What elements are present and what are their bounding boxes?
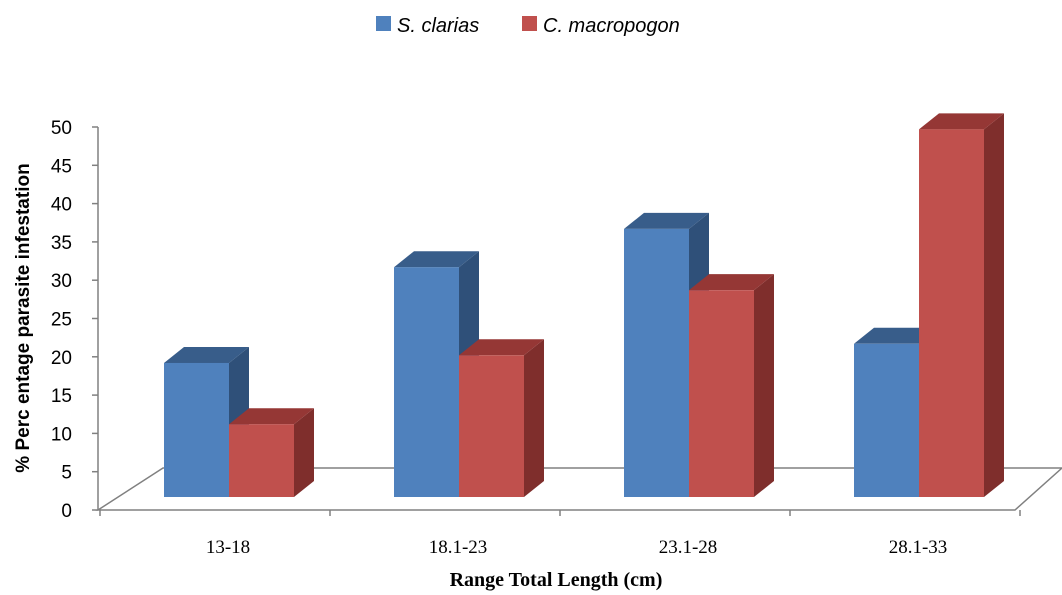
x-axis-title: Range Total Length (cm) (450, 569, 663, 591)
bar-c-macropogon-18-1-23 (459, 339, 544, 497)
bar-c-macropogon-23-1-28 (689, 274, 774, 497)
legend-label-c-macropogon: C. macropogon (543, 15, 680, 37)
floor-plane (95, 467, 1062, 511)
bar-side (294, 408, 314, 497)
bar-top (854, 327, 939, 344)
bar-top (459, 339, 544, 356)
legend-label-s-clarias: S. clarias (397, 15, 479, 37)
bar-top (229, 408, 314, 425)
bar-c-macropogon-13-18 (229, 408, 314, 497)
y-tick-label: 25 (51, 310, 72, 331)
y-tick-label: 30 (51, 271, 72, 292)
bar-front (164, 362, 229, 497)
bar-front (459, 355, 524, 497)
bar-top (394, 251, 479, 268)
x-tick-label: 13-18 (206, 537, 250, 558)
bar-side (984, 113, 1004, 497)
y-tick-label: 0 (61, 501, 72, 522)
y-tick-label: 15 (51, 386, 72, 407)
bar-front (689, 290, 754, 497)
bar-front (919, 129, 984, 497)
y-tick-label: 45 (51, 156, 72, 177)
bars (164, 113, 1004, 497)
bar-front (229, 424, 294, 497)
y-axis-title: % Perc entage parasite infestation (13, 163, 34, 472)
bar-side (524, 339, 544, 497)
bar-front (624, 228, 689, 497)
bar-top (689, 274, 774, 291)
bar-front (854, 343, 919, 497)
axes: 0 5 10 15 20 25 30 35 40 45 50 (51, 118, 1062, 522)
bar-top (164, 346, 249, 363)
x-tick-label: 18.1-23 (429, 537, 488, 558)
bar-side (754, 274, 774, 497)
legend: S. clarias C. macropogon (376, 15, 680, 37)
y-tick-label: 35 (51, 233, 72, 254)
bar-front (394, 267, 459, 497)
legend-swatch-s-clarias (376, 16, 391, 31)
y-tick-label: 40 (51, 195, 72, 216)
x-tick-label: 28.1-33 (889, 537, 948, 558)
bar-c-macropogon-28-1-33 (919, 113, 1004, 497)
bar-top (624, 212, 709, 229)
y-tick-label: 10 (51, 424, 72, 445)
y-tick-label: 50 (51, 118, 72, 139)
x-tick-label: 23.1-28 (659, 537, 718, 558)
labels: 13-18 18.1-23 23.1-28 28.1-33 (206, 537, 947, 558)
bar-top (919, 113, 1004, 130)
y-tick-label: 5 (61, 463, 72, 484)
y-tick-label: 20 (51, 348, 72, 369)
legend-swatch-c-macropogon (522, 16, 537, 31)
